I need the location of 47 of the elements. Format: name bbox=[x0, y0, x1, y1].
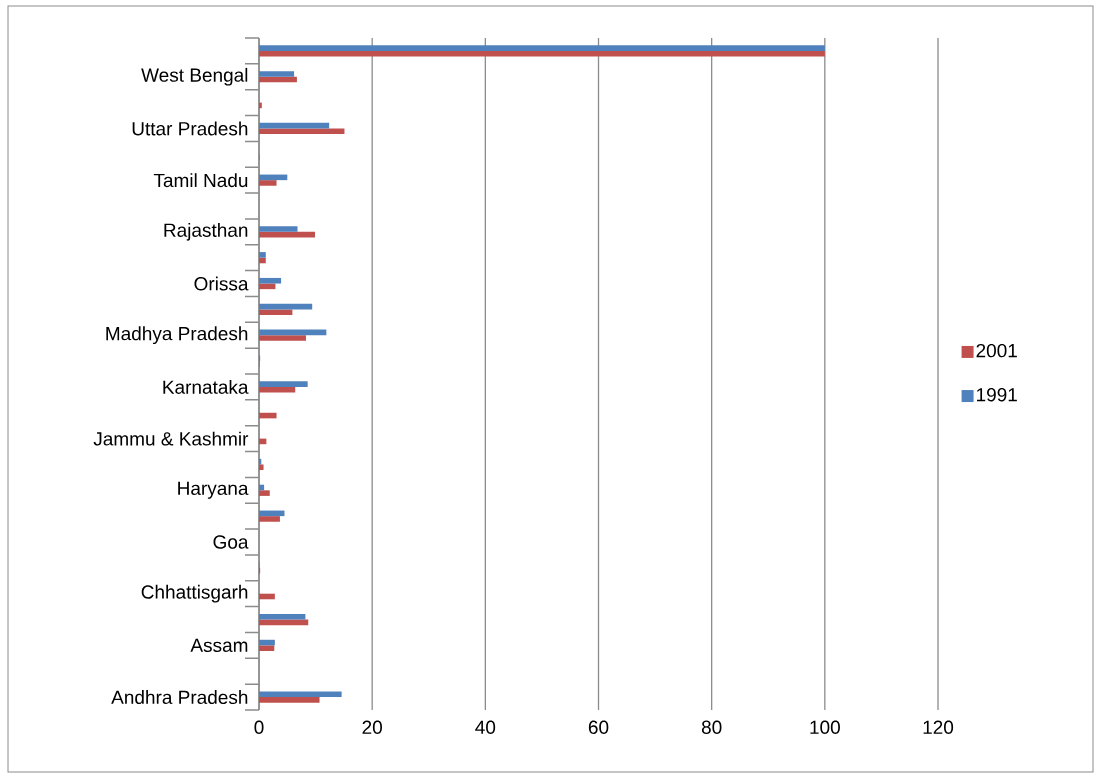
y-tick-label: Assam bbox=[190, 638, 248, 653]
bar bbox=[259, 50, 825, 57]
bar bbox=[259, 645, 275, 651]
bar bbox=[259, 102, 262, 109]
x-tick-label: 80 bbox=[701, 720, 722, 734]
bar bbox=[259, 71, 295, 77]
bar bbox=[259, 490, 270, 496]
x-tick-label: 100 bbox=[810, 720, 840, 734]
y-tick-label: Madhya Pradesh bbox=[106, 326, 248, 345]
bar bbox=[259, 691, 342, 698]
legend-label: 2001 bbox=[976, 343, 1017, 358]
bar bbox=[259, 516, 280, 522]
bar bbox=[259, 76, 297, 83]
x-tick-label: 120 bbox=[923, 720, 954, 734]
x-tick-label: 20 bbox=[362, 720, 382, 734]
bar bbox=[259, 639, 275, 646]
bar bbox=[259, 45, 825, 51]
bar bbox=[259, 613, 306, 620]
x-tick-label: 40 bbox=[475, 720, 496, 734]
bar bbox=[259, 697, 320, 703]
y-tick-label: Karnataka bbox=[163, 379, 249, 394]
y-tick-label: Orissa bbox=[194, 276, 249, 291]
y-tick-label: West Bengal bbox=[141, 67, 248, 86]
bar bbox=[259, 412, 277, 419]
bar bbox=[259, 309, 293, 315]
bar bbox=[259, 464, 264, 471]
bar bbox=[259, 252, 266, 258]
bar bbox=[259, 386, 296, 393]
y-tick-label: Rajasthan bbox=[164, 222, 248, 241]
x-tick-label: 60 bbox=[588, 720, 609, 734]
bar bbox=[259, 593, 275, 600]
legend-label: 1991 bbox=[977, 387, 1017, 402]
y-tick-label: Tamil Nadu bbox=[153, 173, 248, 188]
bar bbox=[259, 180, 277, 186]
bar bbox=[259, 335, 306, 341]
bar bbox=[259, 128, 345, 135]
y-tick-label: Uttar Pradesh bbox=[132, 121, 248, 136]
y-tick-label: Haryana bbox=[178, 481, 249, 499]
bar bbox=[259, 257, 266, 264]
bar bbox=[259, 226, 298, 232]
y-tick-label: Chhattisgarh bbox=[141, 584, 248, 603]
y-tick-label: Andhra Pradesh bbox=[111, 690, 248, 705]
y-tick-label: Jammu & Kashmir bbox=[93, 431, 249, 446]
bar bbox=[259, 381, 308, 387]
y-tick-label: Goa bbox=[213, 535, 249, 549]
bar bbox=[259, 277, 282, 284]
x-tick-label: 0 bbox=[254, 720, 264, 734]
